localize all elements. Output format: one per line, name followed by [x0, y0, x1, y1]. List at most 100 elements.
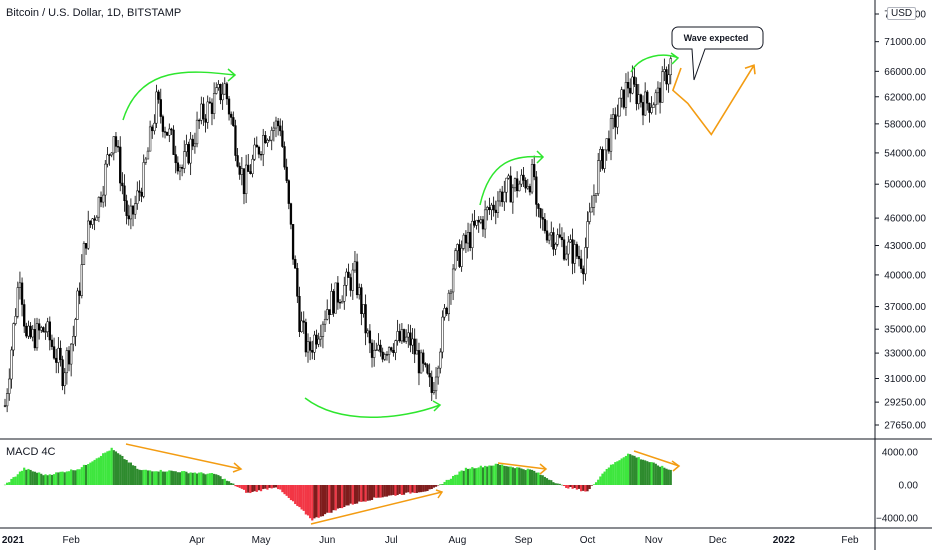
candle-body [567, 241, 570, 255]
macd-bar [125, 459, 128, 485]
macd-bar [238, 485, 241, 488]
macd-bar [257, 485, 261, 491]
candle-body [166, 131, 169, 136]
macd-bar [99, 455, 103, 485]
macd-bar [469, 468, 472, 485]
candle-body [539, 208, 542, 218]
candle-body [392, 350, 395, 353]
macd-bar [213, 473, 216, 485]
macd-bar [567, 485, 570, 489]
candle-body [332, 291, 335, 314]
macd-bar [102, 453, 105, 485]
candle-body [244, 164, 248, 195]
candle-body [594, 193, 598, 196]
candle-body [590, 207, 593, 213]
candle-body [377, 344, 380, 351]
candle-body [131, 205, 135, 215]
macd-bar [330, 485, 333, 513]
candle-body [225, 83, 229, 100]
macd-bar [166, 471, 169, 485]
candle-body [114, 136, 118, 147]
candle-body [276, 120, 280, 127]
time-tick-label: Sep [515, 535, 533, 546]
candle-body [447, 292, 450, 315]
currency-button[interactable]: USD [887, 7, 917, 20]
macd-bar [552, 482, 555, 485]
candle-body [513, 178, 517, 189]
macd-bar [38, 472, 41, 485]
macd-bar [594, 482, 598, 485]
candle-body [560, 236, 564, 241]
wave-callout[interactable]: Wave expected [671, 26, 764, 81]
macd-bar [488, 465, 491, 485]
macd-bar [27, 468, 30, 485]
macd-bar [612, 464, 615, 485]
candle-body [496, 200, 500, 213]
macd-bar [272, 485, 275, 488]
macd-bar [110, 447, 113, 485]
macd-bar [490, 465, 493, 485]
price-tick-label: 33000.00 [884, 349, 926, 360]
macd-bar [193, 472, 197, 485]
price-axis: 76000.0071000.0066000.0062000.0058000.00… [875, 10, 926, 432]
candle-body [317, 338, 320, 345]
macd-bar [400, 485, 403, 495]
candle-body [437, 367, 440, 378]
candle-body [168, 128, 171, 136]
macd-bar [370, 485, 374, 500]
macd-bar [200, 472, 203, 485]
candle-body [29, 325, 32, 338]
candle-body [652, 104, 655, 108]
candle-body [57, 347, 60, 363]
candle-body [526, 186, 529, 189]
candle-body [313, 334, 316, 353]
macd-bar [669, 469, 672, 485]
candle-body [44, 331, 47, 333]
macd-bar [437, 485, 440, 486]
candle-body [413, 338, 416, 355]
macd-bar [360, 485, 363, 502]
macd-bar [294, 485, 297, 505]
macd-bar [407, 485, 410, 493]
macd-bar [87, 464, 90, 485]
macd-indicator-label[interactable]: MACD 4C [6, 446, 56, 458]
macd-bar [605, 468, 608, 485]
candle-body [215, 87, 218, 94]
candle-body [298, 296, 301, 332]
macd-bar [185, 471, 188, 485]
macd-bar [104, 452, 107, 485]
time-tick-label: 2022 [773, 535, 796, 546]
candle-body [650, 107, 653, 113]
price-tick-label: 43000.00 [884, 241, 926, 252]
macd-bar [575, 485, 578, 490]
candle-body [626, 82, 630, 89]
candle-body [379, 344, 382, 353]
candle-body [373, 349, 376, 358]
candle-body [163, 131, 167, 133]
macd-bar [375, 485, 378, 498]
candle-body [146, 150, 150, 160]
candle-body [217, 84, 220, 88]
candle-body [522, 174, 525, 181]
macd-bar [637, 457, 640, 485]
candle-body [424, 363, 427, 366]
candle-body [140, 192, 143, 197]
macd-bar [65, 471, 68, 485]
candle-body [422, 352, 425, 364]
candle-body [609, 118, 613, 152]
candle-body [328, 309, 331, 315]
candle-body [383, 354, 386, 360]
candle-body [430, 376, 433, 393]
orange-divergence-arrow [125, 443, 242, 470]
candle-body [586, 221, 589, 248]
candle-body [23, 304, 26, 327]
candle-body [515, 178, 519, 192]
macd-bar [648, 462, 651, 485]
price-tick-label: 27650.00 [884, 421, 926, 432]
time-axis[interactable]: 2021 Feb Apr May Jun Jul Aug Sep Oct Nov Dec 2022 Fe… [2, 535, 859, 546]
macd-bar [268, 485, 271, 488]
candle-body [219, 84, 222, 101]
macd-bar [565, 485, 568, 488]
macd-bar [97, 457, 100, 485]
